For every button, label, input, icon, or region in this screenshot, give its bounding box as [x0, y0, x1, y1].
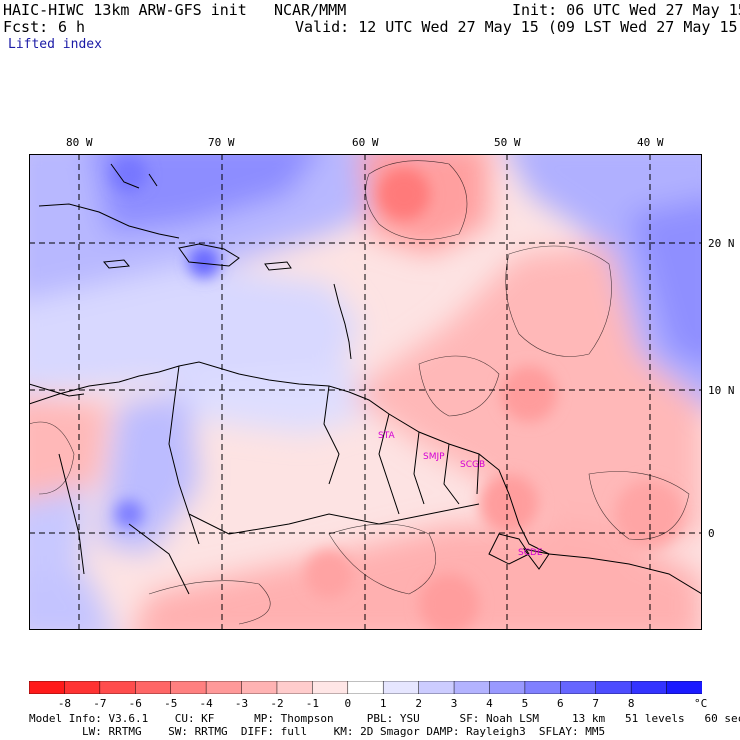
- map-frame: [29, 154, 702, 630]
- colorbar-tick-label: -6: [128, 697, 142, 710]
- colorbar-tick-label: 0: [344, 697, 352, 710]
- colorbar-tick-label: 6: [557, 697, 564, 710]
- colorbar-swatch: [595, 681, 632, 694]
- colorbar-swatch: [312, 681, 349, 694]
- colorbar-swatch: [560, 681, 597, 694]
- station-label-sta: STA: [378, 431, 395, 441]
- field-name: Lifted index: [8, 37, 102, 52]
- lat-tick-10n: 10 N: [708, 384, 735, 397]
- colorbar-tick-label: -4: [199, 697, 213, 710]
- colorbar-swatch: [135, 681, 172, 694]
- colorbar-swatch: [382, 681, 420, 694]
- coastlines: [29, 163, 702, 595]
- forecast-hour: 6 h: [58, 18, 86, 36]
- forecast-label: Fcst:: [3, 18, 49, 36]
- model-title: HAIC-HIWC 13km ARW-GFS init: [3, 1, 247, 19]
- colorbar-swatch: [276, 681, 314, 694]
- colorbar-tick-label: 3: [450, 697, 458, 710]
- station-label-scgb: SCGB: [460, 460, 486, 470]
- field-cores: [111, 156, 683, 630]
- colorbar-tick-label: 7: [592, 697, 600, 710]
- colorbar-tick-label: 8: [627, 697, 635, 710]
- station-label-scde: SCDE: [518, 548, 543, 558]
- colorbar-unit: °C: [694, 697, 708, 710]
- colorbar-swatch: [64, 681, 101, 694]
- colorbar-tick-label: 4: [486, 697, 493, 710]
- colorbar-swatch: [170, 681, 207, 694]
- init-time: Init: 06 UTC Wed 27 May 15: [512, 1, 740, 19]
- lon-tick-70w: 70 W: [208, 136, 235, 149]
- valid-time: Valid: 12 UTC Wed 27 May 15 (09 LST Wed …: [295, 18, 740, 36]
- colorbar-tick-label: -3: [234, 697, 249, 710]
- model-info-line2: LW: RRTMG SW: RRTMG DIFF: full KM: 2D Sm…: [29, 725, 606, 738]
- lifted-index-map: [29, 154, 702, 630]
- colorbar-tick-label: -2: [270, 697, 284, 710]
- colorbar-swatch: [347, 681, 384, 694]
- lat-tick-0: 0: [708, 527, 715, 540]
- colorbar-swatch: [241, 681, 278, 694]
- org-label: NCAR/MMM: [274, 1, 347, 19]
- colorbar-swatch: [489, 681, 526, 694]
- colorbar-tick-label: 1: [379, 697, 387, 710]
- colorbar-swatch: [99, 681, 137, 694]
- lat-tick-20n: 20 N: [708, 237, 735, 250]
- lon-tick-40w: 40 W: [637, 136, 664, 149]
- colorbar-tick-label: -5: [164, 697, 178, 710]
- graticule: [29, 154, 702, 630]
- colorbar-tick-label: -1: [305, 697, 320, 710]
- colorbar-swatch: [205, 681, 243, 694]
- colorbar-swatch: [453, 681, 491, 694]
- colorbar: [29, 681, 702, 694]
- colorbar-swatch: [666, 681, 702, 694]
- station-label-smjp: SMJP: [423, 452, 445, 462]
- colorbar-tick-label: 5: [521, 697, 529, 710]
- colorbar-tick-label: -7: [93, 697, 107, 710]
- colorbar-tick-label: -8: [57, 697, 72, 710]
- lon-tick-50w: 50 W: [494, 136, 521, 149]
- colorbar-swatch: [524, 681, 562, 694]
- contour-lines: [29, 160, 690, 625]
- colorbar-swatch: [630, 681, 668, 694]
- colorbar-swatch: [418, 681, 455, 694]
- lon-tick-60w: 60 W: [352, 136, 379, 149]
- lon-tick-80w: 80 W: [66, 136, 93, 149]
- colorbar-tick-label: 2: [415, 697, 422, 710]
- colorbar-swatch: [29, 681, 66, 694]
- model-info-line1: Model Info: V3.6.1 CU: KF MP: Thompson P…: [29, 712, 740, 725]
